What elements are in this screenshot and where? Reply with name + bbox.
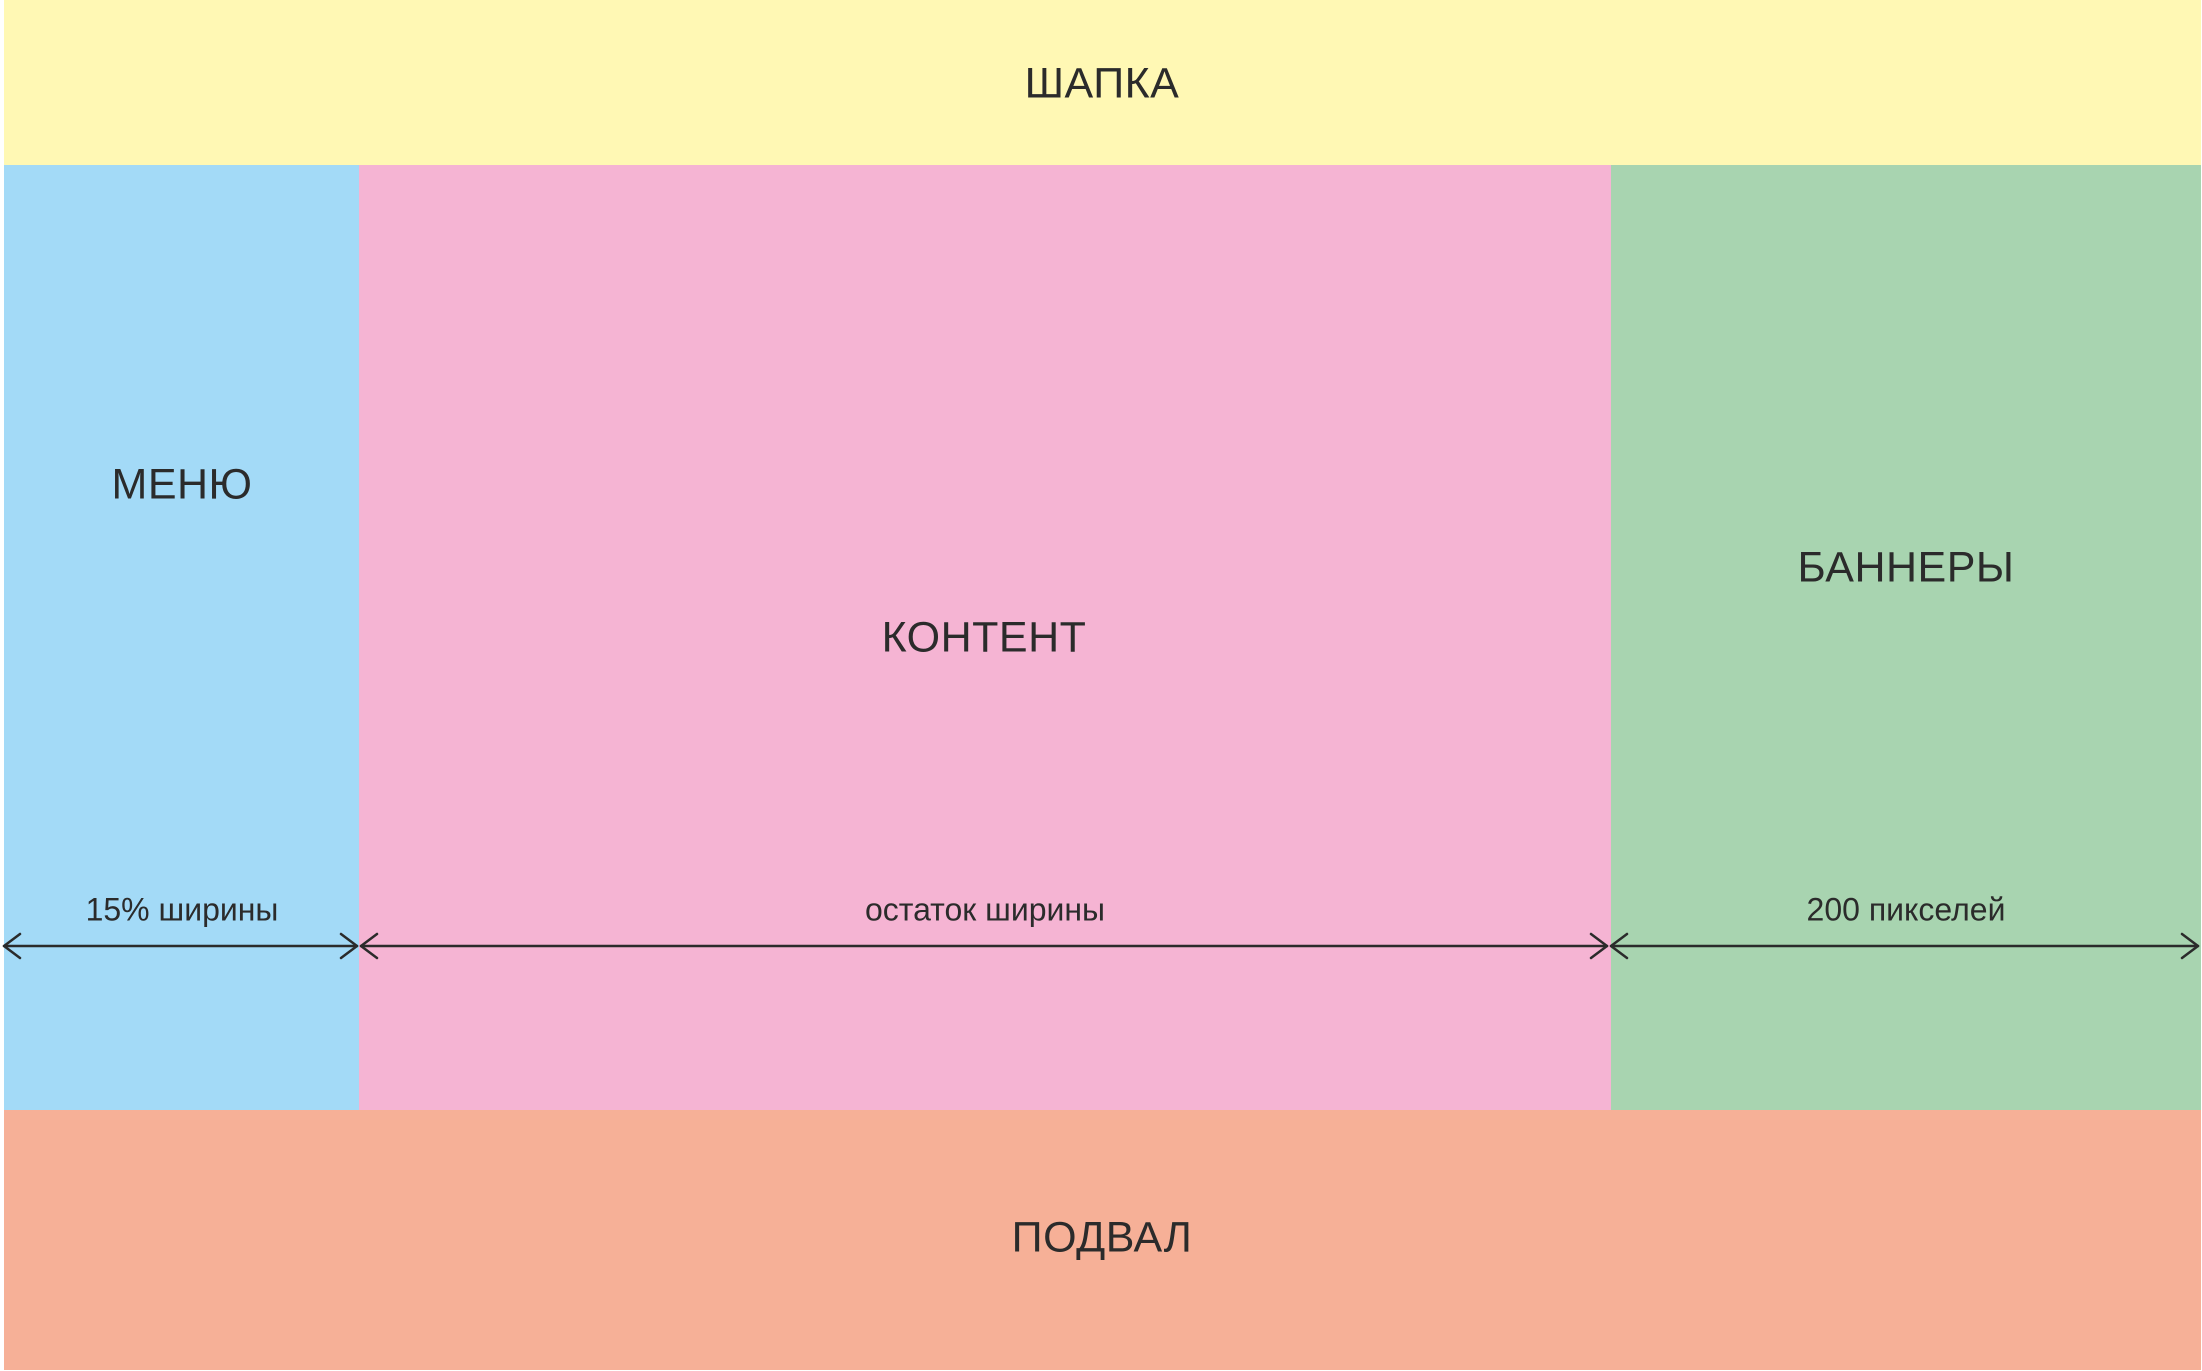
menu-width-arrow (2, 932, 359, 960)
header-block (4, 0, 2201, 165)
banners-label: БАННЕРЫ (1797, 543, 2015, 592)
content-block (359, 165, 1611, 1110)
page-layout-diagram (4, 0, 2201, 1370)
banners-block (1611, 165, 2201, 1110)
banners-width-note: 200 пикселей (1806, 891, 2006, 928)
footer-block (4, 1110, 2201, 1370)
banners-width-arrow (1609, 932, 2200, 960)
content-label: КОНТЕНТ (881, 613, 1087, 662)
menu-width-note: 15% ширины (85, 891, 279, 928)
content-width-arrow (359, 932, 1609, 960)
menu-label: МЕНЮ (111, 460, 253, 509)
footer-label: ПОДВАЛ (1011, 1213, 1193, 1262)
content-width-note: остаток ширины (864, 891, 1106, 928)
menu-block (4, 165, 359, 1110)
header-label: ШАПКА (1024, 59, 1180, 108)
